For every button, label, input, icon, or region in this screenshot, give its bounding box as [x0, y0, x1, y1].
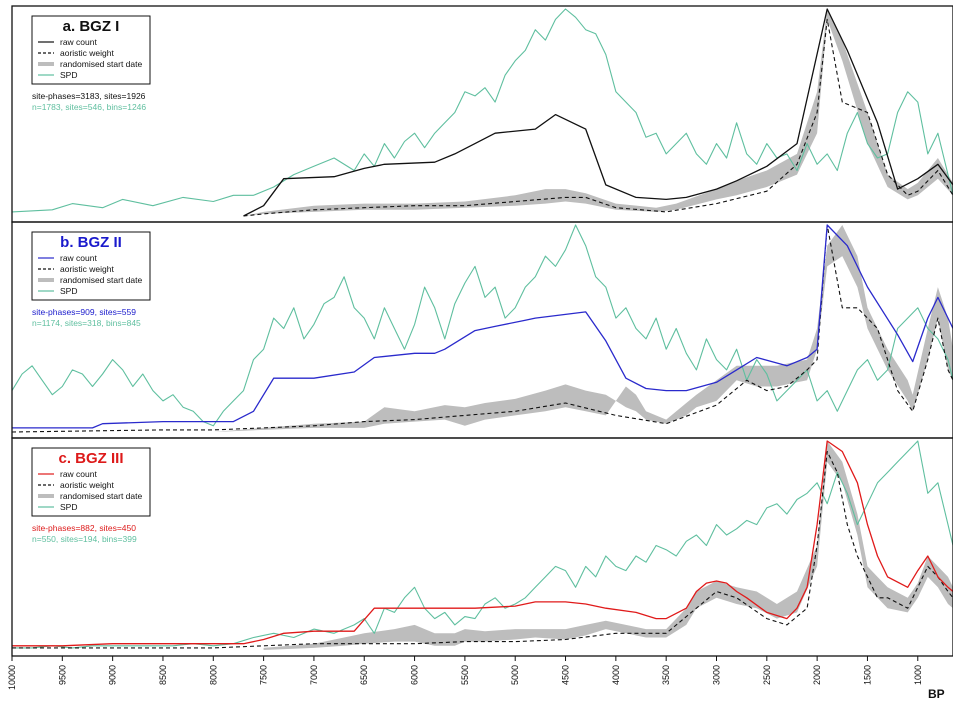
- x-tick-label: 4500: [561, 665, 571, 685]
- legend-box: [31, 447, 151, 517]
- x-tick-label: 4000: [611, 665, 621, 685]
- randomised-start-date-band: [263, 441, 953, 650]
- legend-label: aoristic weight: [60, 480, 114, 490]
- x-tick-label: 2500: [762, 665, 772, 685]
- x-tick-label: 3000: [712, 665, 722, 685]
- x-tick-label: 1500: [863, 665, 873, 685]
- x-tick-label: 8500: [158, 665, 168, 685]
- stats-site-phases: site-phases=909, sites=559: [32, 307, 136, 317]
- legend-label: randomised start date: [60, 59, 142, 69]
- randomised-start-date-band: [213, 225, 953, 432]
- randomised-start-date-band: [243, 9, 953, 216]
- legend-label: SPD: [60, 70, 77, 80]
- raw-count-line: [12, 224, 953, 429]
- legend-label: aoristic weight: [60, 264, 114, 274]
- panel-plot-area: [12, 8, 953, 217]
- legend-box: [31, 15, 151, 85]
- spd-line: [12, 8, 953, 213]
- x-tick-label: 9500: [57, 665, 67, 685]
- x-tick-label: 1000: [913, 665, 923, 685]
- x-tick-label: 2000: [812, 665, 822, 685]
- spd-line: [12, 440, 953, 649]
- legend-label: randomised start date: [60, 491, 142, 501]
- raw-count-line: [243, 8, 953, 217]
- legend-label: SPD: [60, 286, 77, 296]
- x-tick-label: 9000: [108, 665, 118, 685]
- legend-label: raw count: [60, 37, 97, 47]
- panel-plot-area: [12, 440, 953, 650]
- x-tick-label: 6500: [359, 665, 369, 685]
- x-tick-label: 10000: [7, 665, 17, 690]
- stats-spd: n=550, sites=194, bins=399: [32, 534, 137, 544]
- panel-title: c. BGZ III: [58, 450, 123, 467]
- panel-plot-area: [12, 224, 953, 433]
- stats-spd: n=1783, sites=546, bins=1246: [32, 102, 146, 112]
- aoristic-weight-line: [12, 450, 953, 649]
- raw-count-line: [12, 440, 953, 647]
- x-axis-label: BP: [928, 687, 945, 701]
- panel-title: b. BGZ II: [60, 234, 122, 251]
- x-tick-label: 8000: [208, 665, 218, 685]
- legend-label: raw count: [60, 469, 97, 479]
- stats-site-phases: site-phases=3183, sites=1926: [32, 91, 146, 101]
- stats-spd: n=1174, sites=318, bins=845: [32, 318, 141, 328]
- legend-label: SPD: [60, 502, 77, 512]
- legend-label: aoristic weight: [60, 48, 114, 58]
- x-tick-label: 7500: [259, 665, 269, 685]
- x-tick-label: 6000: [410, 665, 420, 685]
- x-tick-label: 3500: [661, 665, 671, 685]
- aoristic-weight-line: [243, 18, 953, 217]
- x-tick-label: 5000: [510, 665, 520, 685]
- legend-label: randomised start date: [60, 275, 142, 285]
- spd-line: [12, 224, 953, 427]
- panel-title: a. BGZ I: [63, 18, 120, 35]
- x-tick-label: 5500: [460, 665, 470, 685]
- panel-frame: [11, 437, 953, 657]
- x-tick-label: 7000: [309, 665, 319, 685]
- legend-box: [31, 231, 151, 301]
- stats-site-phases: site-phases=882, sites=450: [32, 523, 136, 533]
- legend-label: raw count: [60, 253, 97, 263]
- x-axis: 10000 9500 9000 8500 8000 7500 7000 6500 6000 550…: [7, 656, 945, 701]
